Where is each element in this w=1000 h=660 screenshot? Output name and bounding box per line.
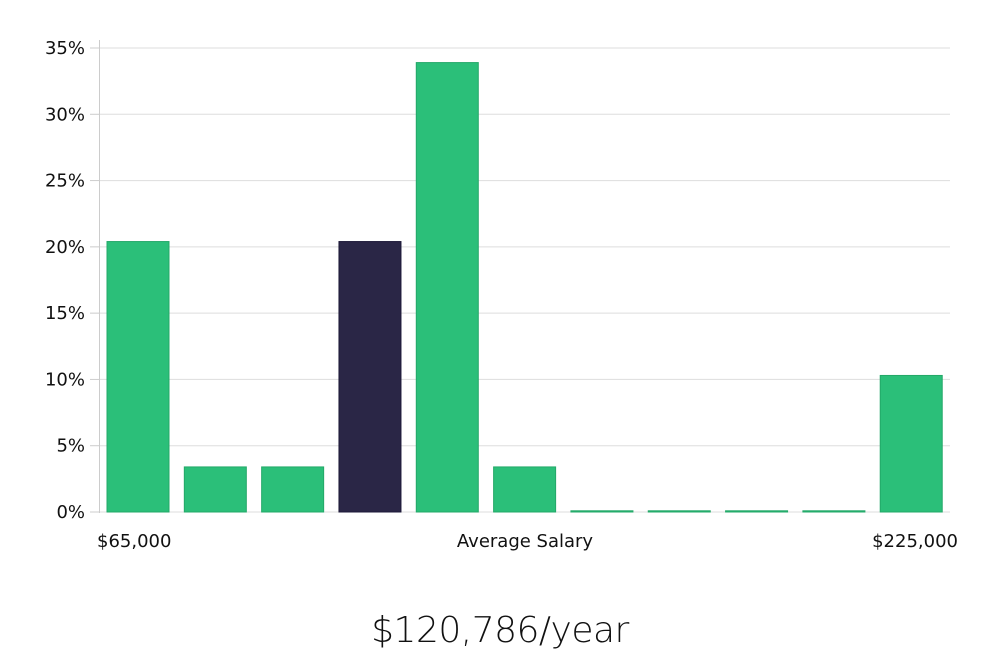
bars bbox=[106, 62, 943, 513]
bar bbox=[415, 62, 479, 513]
bar bbox=[106, 241, 170, 513]
y-tick-label: 20% bbox=[45, 237, 85, 258]
bar bbox=[647, 510, 711, 513]
y-tick-label: 0% bbox=[56, 502, 85, 523]
y-tick-label: 25% bbox=[45, 171, 85, 192]
salary-histogram: 0% 5% 10% 15% 20% 25% 30% 35% $65,000 Average S… bbox=[45, 38, 958, 552]
bar bbox=[802, 510, 866, 513]
bar bbox=[183, 466, 247, 513]
x-max-label: $225,000 bbox=[872, 531, 958, 552]
x-min-label: $65,000 bbox=[97, 531, 171, 552]
average-salary-value: $120,786/year bbox=[371, 610, 629, 651]
bar bbox=[493, 466, 557, 513]
bar bbox=[725, 510, 789, 513]
y-tick-label: 10% bbox=[45, 369, 85, 390]
x-axis-label: Average Salary bbox=[457, 531, 594, 552]
bar bbox=[261, 466, 325, 513]
y-tick-label: 5% bbox=[56, 436, 85, 457]
bar-highlighted bbox=[338, 241, 402, 513]
gridlines bbox=[100, 47, 950, 513]
bar bbox=[879, 374, 943, 513]
bar bbox=[570, 510, 634, 513]
y-tick-label: 15% bbox=[45, 303, 85, 324]
y-tick-label: 30% bbox=[45, 104, 85, 125]
y-axis-ticks: 0% 5% 10% 15% 20% 25% 30% 35% bbox=[45, 38, 99, 523]
y-tick-label: 35% bbox=[45, 38, 85, 59]
